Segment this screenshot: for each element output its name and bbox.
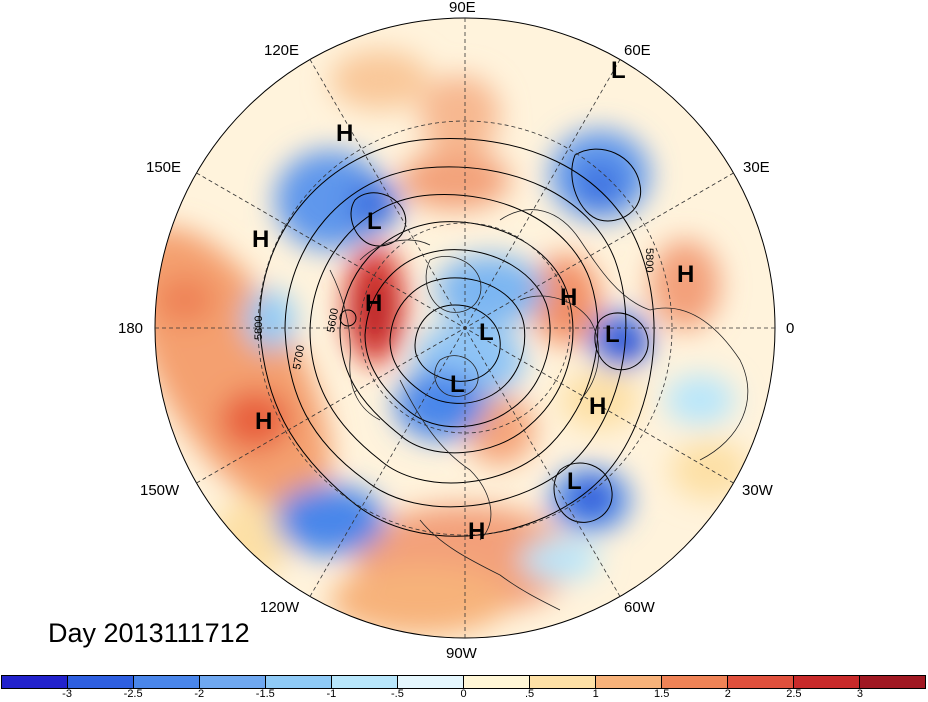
low-center-marker: L (611, 57, 626, 84)
colorbar-tick-label: 2.5 (786, 688, 802, 700)
colorbar-tick-label: 3 (856, 688, 863, 700)
colorbar-tick-label: -.5 (391, 688, 404, 700)
lon-label-180: 180 (118, 320, 143, 337)
contour-labels: 5800 5800 5700 5600 (253, 248, 655, 371)
lon-label-150e: 150E (146, 159, 181, 176)
colorbar-segment (332, 676, 398, 688)
colorbar-segment (134, 676, 200, 688)
colorbar-segment (266, 676, 332, 688)
colorbar-segment (662, 676, 728, 688)
coastlines (329, 209, 749, 611)
low-center-marker: L (479, 319, 494, 346)
colorbar-segment (794, 676, 860, 688)
lon-label-120e: 120E (264, 42, 299, 59)
low-center-marker: L (605, 321, 620, 348)
colorbar-segment (596, 676, 662, 688)
lon-label-150w: 150W (140, 482, 180, 499)
contour-label: 5800 (643, 248, 655, 272)
lon-label-30e: 30E (743, 159, 770, 176)
colorbar-tick-label: -3 (62, 688, 72, 700)
lon-label-120w: 120W (260, 599, 300, 616)
high-center-marker: H (589, 393, 606, 420)
longitude-labels: 90E 120E 60E 150E 30E 180 0 150W 30W 120… (118, 0, 794, 662)
high-center-marker: H (560, 284, 577, 311)
lon-label-0: 0 (786, 320, 794, 337)
lon-label-30w: 30W (742, 482, 774, 499)
lon-label-60w: 60W (624, 599, 656, 616)
lat-lon-grid (154, 17, 776, 639)
anomaly-field (155, 18, 775, 638)
colorbar-tick-label: 1.5 (654, 688, 670, 700)
colorbar-tick-label: 2 (724, 688, 731, 700)
high-center-marker: H (365, 290, 382, 317)
map-title: Day 2013111712 (48, 618, 250, 648)
height-contours (259, 138, 655, 537)
colorbar-segment (530, 676, 596, 688)
colorbar (1, 675, 926, 689)
high-center-marker: H (468, 518, 485, 545)
colorbar-tick-label: .5 (524, 688, 535, 700)
high-center-marker: H (677, 261, 694, 288)
colorbar-segment (2, 676, 68, 688)
low-center-marker: L (567, 468, 582, 495)
high-center-marker: H (336, 120, 353, 147)
colorbar-ticks: -3 -2.5 -2 -1.5 -1 -.5 0 .5 1 1.5 2 2.5 3 (0, 688, 928, 702)
colorbar-tick-label: -1.5 (255, 688, 275, 700)
low-center-marker: L (367, 208, 382, 235)
lon-label-90e: 90E (449, 0, 476, 16)
high-center-marker: H (252, 226, 269, 253)
lon-label-60e: 60E (624, 42, 651, 59)
pressure-centers: H L H L H H L H L L H H L H (252, 57, 694, 545)
contour-label: 5600 (325, 307, 341, 333)
colorbar-segment (860, 676, 925, 688)
colorbar-segment (728, 676, 794, 688)
high-center-marker: H (255, 408, 272, 435)
lon-label-90w: 90W (446, 645, 478, 662)
contour-label: 5800 (253, 316, 265, 340)
colorbar-tick-label: 0 (460, 688, 467, 700)
colorbar-tick-label: -2 (194, 688, 205, 700)
colorbar-tick-label: -2.5 (123, 688, 143, 700)
colorbar-segment (68, 676, 134, 688)
colorbar-segment (200, 676, 266, 688)
colorbar-tick-label: 1 (592, 688, 599, 700)
colorbar-tick-label: -1 (326, 688, 337, 700)
colorbar-segment (398, 676, 464, 688)
colorbar-segment (464, 676, 530, 688)
contour-label: 5700 (291, 344, 307, 370)
low-center-marker: L (450, 371, 465, 398)
